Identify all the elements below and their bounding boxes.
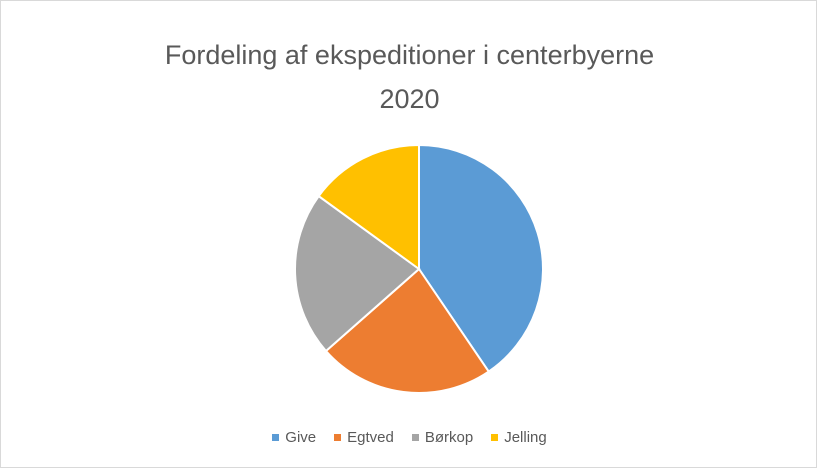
legend-item-give: Give <box>272 429 316 446</box>
legend-swatch-egtved <box>334 434 342 441</box>
legend-swatch-borkop <box>411 434 419 441</box>
legend-item-borkop: Børkop <box>411 429 474 446</box>
pie-slice-jelling <box>317 143 420 271</box>
legend-item-egtved: Egtved <box>334 429 394 446</box>
pie-slice-give <box>418 143 544 373</box>
chart-subtitle: 2020 <box>379 84 440 114</box>
legend-label-egtved: Egtved <box>347 429 394 446</box>
legend-label-borkop: Børkop <box>424 429 474 446</box>
legend-item-jelling: Jelling <box>491 429 547 446</box>
chart-legend: Give Egtved Børkop Jelling <box>1 429 816 446</box>
legend-swatch-jelling <box>491 434 499 441</box>
chart-title: Fordeling af ekspeditioner i centerbyern… <box>164 40 655 70</box>
legend-label-jelling: Jelling <box>504 429 547 446</box>
legend-swatch-give <box>272 434 280 441</box>
pie-slice-borkop <box>294 194 421 353</box>
pie-slice-egtved <box>324 267 491 394</box>
legend-label-give: Give <box>285 429 317 446</box>
pie-chart <box>294 143 544 394</box>
